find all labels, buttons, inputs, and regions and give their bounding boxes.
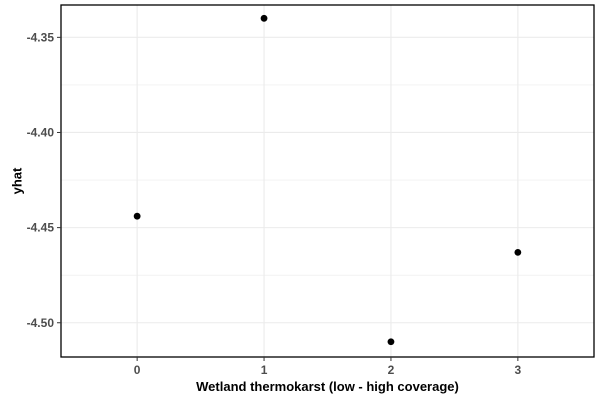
- y-tick-label-0: -4.35: [27, 30, 55, 44]
- y-tick-label-2: -4.45: [27, 221, 55, 235]
- tick-labels: -4.35 -4.40 -4.45 -4.50 0 1 2 3: [27, 30, 522, 377]
- data-point-0: [133, 212, 141, 220]
- y-tick-label-1: -4.40: [27, 125, 55, 139]
- data-point-2: [387, 338, 395, 346]
- x-axis-title: Wetland thermokarst (low - high coverage…: [196, 379, 459, 394]
- y-tick-label-3: -4.50: [27, 316, 55, 330]
- x-tick-label-3: 3: [515, 363, 522, 377]
- plot-panel-border: [60, 4, 595, 358]
- x-tick-label-2: 2: [388, 363, 395, 377]
- data-points: [133, 14, 522, 346]
- x-tick-label-1: 1: [261, 363, 268, 377]
- x-tick-label-0: 0: [134, 363, 141, 377]
- data-point-3: [514, 248, 522, 256]
- data-point-1: [260, 14, 268, 22]
- y-axis-title: yhat: [9, 167, 24, 194]
- axis-ticks: [57, 36, 519, 361]
- grid-lines: [61, 5, 594, 357]
